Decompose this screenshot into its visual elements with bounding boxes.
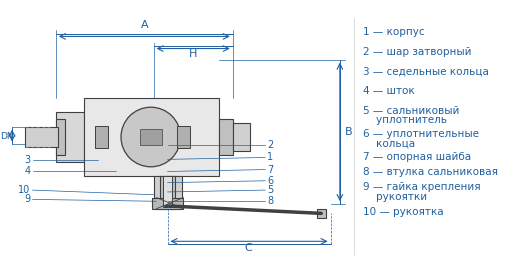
Bar: [317, 209, 326, 218]
Text: B: B: [345, 127, 352, 137]
Bar: [177, 126, 190, 148]
Text: 2: 2: [267, 140, 274, 150]
Text: 8: 8: [267, 196, 274, 206]
Text: DN: DN: [1, 132, 14, 141]
Text: 8 — втулка сальниковая: 8 — втулка сальниковая: [363, 167, 498, 177]
Text: 10: 10: [18, 185, 31, 195]
Text: 6 — уплотнительные: 6 — уплотнительные: [363, 129, 479, 139]
Text: 3: 3: [24, 155, 31, 165]
Bar: [152, 198, 184, 209]
Circle shape: [121, 107, 180, 167]
Text: кольца: кольца: [363, 139, 415, 149]
Bar: [233, 123, 250, 151]
Text: 10 — рукоятка: 10 — рукоятка: [363, 207, 444, 216]
Text: 9 — гайка крепления: 9 — гайка крепления: [363, 182, 481, 192]
Bar: [56, 119, 65, 155]
Text: 4 — шток: 4 — шток: [363, 86, 415, 96]
Bar: [153, 176, 181, 204]
Text: H: H: [189, 49, 197, 59]
Bar: [84, 98, 219, 176]
Text: 3 — седельные кольца: 3 — седельные кольца: [363, 67, 489, 77]
Bar: [140, 129, 162, 145]
Text: 4: 4: [24, 167, 31, 176]
Text: уплотнитель: уплотнитель: [363, 115, 447, 125]
Text: A: A: [140, 20, 148, 30]
Bar: [163, 176, 172, 207]
Text: рукоятки: рукоятки: [363, 192, 427, 202]
Text: 2 — шар затворный: 2 — шар затворный: [363, 47, 472, 57]
Text: 5 — сальниковый: 5 — сальниковый: [363, 106, 460, 116]
Bar: [160, 176, 175, 209]
Text: 6: 6: [267, 176, 274, 186]
Bar: [219, 119, 233, 155]
Text: C: C: [245, 243, 253, 253]
Bar: [25, 127, 58, 147]
Text: 5: 5: [267, 185, 274, 195]
Text: 7: 7: [267, 165, 274, 175]
Bar: [95, 126, 108, 148]
Bar: [56, 112, 84, 162]
Text: 1: 1: [267, 153, 274, 162]
Text: 7 — опорная шайба: 7 — опорная шайба: [363, 153, 471, 162]
Text: 1 — корпус: 1 — корпус: [363, 27, 425, 37]
Text: 9: 9: [24, 194, 31, 204]
